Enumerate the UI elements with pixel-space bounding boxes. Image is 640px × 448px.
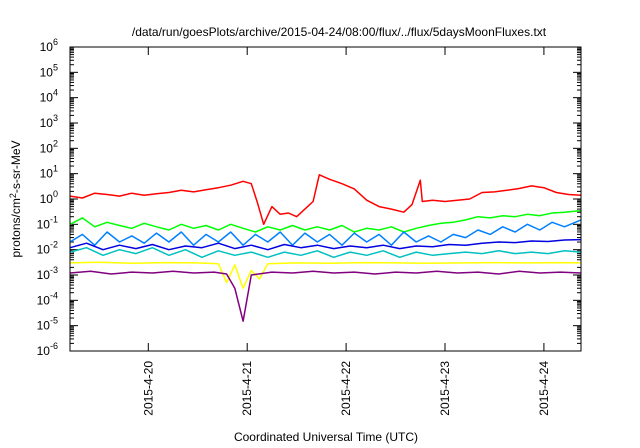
y-tick-label: 10-2 <box>37 240 58 257</box>
x-tick-label: 2015-4-24 <box>537 361 551 416</box>
y-tick-label: 10-3 <box>37 265 58 282</box>
chart-title: /data/run/goesPlots/archive/2015-04-24/0… <box>132 25 547 39</box>
y-tick-label: 10-5 <box>37 316 58 333</box>
y-tick-label: 106 <box>40 37 58 54</box>
y-axis-ticks: 10-6 10-5 10-4 10-3 10-2 10-1 100 101 102 103 104 1… <box>37 37 581 358</box>
x-tick-label: 2015-4-20 <box>141 361 155 416</box>
y-tick-label: 100 <box>40 189 58 206</box>
x-tick-label: 2015-4-23 <box>438 361 452 416</box>
y-tick-label: 10-4 <box>37 290 58 307</box>
series-line-5 <box>69 238 582 251</box>
plot-area <box>69 174 582 322</box>
series-line-1 <box>69 174 582 226</box>
series-line-4 <box>69 246 582 259</box>
y-tick-label: 105 <box>40 62 58 79</box>
series-line-7 <box>69 270 582 322</box>
y-tick-label: 101 <box>40 164 58 181</box>
series-line-2 <box>69 209 582 233</box>
x-tick-label: 2015-4-21 <box>240 361 254 416</box>
series-line-3 <box>69 219 582 246</box>
y-tick-label: 10-1 <box>37 214 58 231</box>
y-axis-label: protons/cm2-s-sr-MeV <box>8 140 23 257</box>
plot-frame <box>69 46 582 352</box>
y-tick-label: 104 <box>40 88 58 105</box>
y-tick-label: 102 <box>40 138 58 155</box>
x-axis-ticks: 2015-4-20 2015-4-21 2015-4-22 2015-4-23 2015… <box>141 47 551 416</box>
x-tick-label: 2015-4-22 <box>339 361 353 416</box>
y-tick-label: 10-6 <box>37 341 58 358</box>
series-line-6 <box>69 261 582 289</box>
x-axis-label: Coordinated Universal Time (UTC) <box>234 430 418 444</box>
y-tick-label: 103 <box>40 113 58 130</box>
